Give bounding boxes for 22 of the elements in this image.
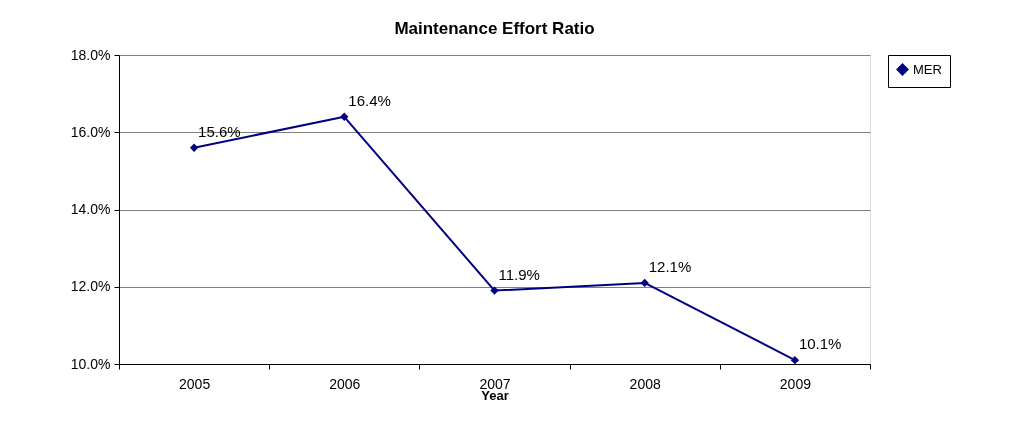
data-label: 15.6% (198, 122, 241, 140)
point (790, 355, 800, 365)
point (640, 278, 649, 288)
y-tick-label: 14.0% (70, 201, 111, 217)
point (490, 286, 499, 295)
chart-title: Maintenance Effort Ratio (394, 19, 595, 38)
legend-label: MER (913, 61, 942, 77)
x-tick-label: 2009 (779, 375, 812, 392)
y-tick-label: 18.0% (70, 46, 111, 63)
y-tick-label: 12.0% (70, 278, 111, 295)
data-label: 11.9% (498, 265, 540, 283)
data-label: 10.1% (798, 335, 842, 353)
y-tick-label: 10.0% (70, 355, 111, 372)
x-tick-label: 2008 (629, 375, 661, 392)
y-tick-label: 16.0% (70, 123, 111, 140)
point (189, 143, 199, 152)
x-tick-label: 2007 (479, 375, 511, 392)
data-label: 12.1% (648, 257, 692, 275)
x-tick-label: 2006 (329, 375, 361, 392)
data-label: 16.4% (348, 91, 391, 109)
x-tick-label: 2005 (179, 375, 211, 392)
point (340, 112, 349, 121)
